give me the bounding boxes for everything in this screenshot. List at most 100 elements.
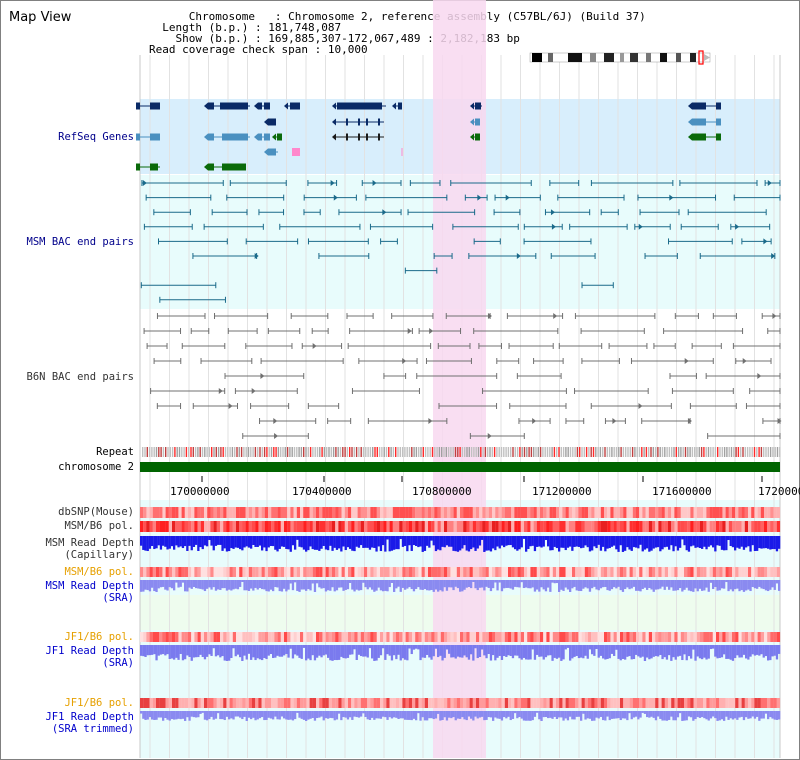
msm-bac-pair [741, 238, 772, 245]
refseq-gene [284, 102, 300, 110]
jf1-read-depth-sra-label: JF1 Read Depth [45, 645, 134, 657]
msm-bac-pair [145, 194, 212, 201]
msm-bac-pair [764, 180, 781, 186]
b6n-bac-pair [671, 388, 734, 394]
ideogram-band [532, 53, 542, 62]
msm-bac-pair [307, 180, 338, 186]
b6n-bac-pair [689, 403, 737, 409]
b6n-bac-pair [705, 373, 781, 379]
refseq-gene [204, 163, 246, 171]
info-coverage: Read coverage check span : 10,000 [149, 43, 368, 56]
refseq-gene [332, 133, 384, 141]
refseq-gene [254, 102, 270, 110]
msm-b6-pol-sra-track [140, 567, 781, 577]
highlight-region [433, 0, 486, 758]
b6n-bac-pair [506, 313, 564, 319]
b6n-bac-pair [250, 403, 290, 409]
refseq-gene [204, 133, 250, 141]
b6n-bac-pair [509, 403, 567, 409]
msm-b6-pol-track [140, 521, 781, 532]
axis-tick-label: 170800000 [412, 485, 472, 498]
msm-bac-pair [433, 253, 453, 259]
jf1-b6-pol-trimmed-label: JF1/B6 pol. [64, 697, 134, 709]
chromosome-ideogram [529, 50, 711, 65]
b6n-bac-pair [259, 418, 317, 424]
msm-bac-pair [211, 209, 248, 216]
ideogram-band [646, 53, 651, 62]
b6n-bac-pair [653, 343, 676, 349]
b6n-bac-pair [153, 358, 182, 364]
msm-bac-pair [549, 180, 580, 186]
refseq-gene [332, 118, 384, 126]
ideogram-band [690, 53, 696, 62]
b6n-bac-pair [590, 403, 672, 409]
msm-bac-label[interactable]: MSM BAC end pairs [26, 236, 134, 248]
msm-bac-pair [404, 267, 438, 274]
b6n-bac-pair [749, 388, 781, 394]
refseq-gene [264, 148, 278, 156]
b6n-bac-pair [234, 388, 298, 394]
msm-bac-pair [158, 238, 228, 245]
refseq-gene [136, 163, 160, 171]
msm-bac-pair [452, 223, 519, 230]
msm-bac-pair [279, 223, 361, 230]
b6n-bac-pair [496, 358, 520, 364]
b6n-bac-pair [391, 313, 434, 319]
msm-bac-pair [229, 180, 287, 186]
b6n-bac-pair [473, 328, 559, 334]
b6n-bac-pair [156, 403, 182, 409]
position-axis: 170000000 170400000 170800000 171200000 1716… [170, 476, 800, 498]
msm-bac-pair [639, 209, 680, 216]
msm-bac-pair [523, 238, 592, 245]
msm-bac-pair [369, 223, 434, 230]
refseq-gene [204, 102, 250, 110]
b6n-bac-pair [327, 418, 352, 424]
b6n-bac-pair [565, 418, 585, 424]
refseq-gene [254, 133, 270, 141]
ideogram-band [620, 53, 624, 62]
b6n-bac-pair [227, 328, 258, 334]
dbsnp-label: dbSNP(Mouse) [58, 506, 134, 518]
msm-bac-pair [544, 209, 591, 216]
msm-bac-pair [409, 180, 441, 186]
b6n-bac-pair [156, 313, 206, 319]
b6n-bac-pair [469, 433, 525, 439]
b6n-bac-pair [580, 328, 645, 334]
msm-bac-pair [687, 209, 767, 216]
b6n-bac-pair [301, 343, 343, 349]
ideogram-arrow [704, 54, 710, 61]
ideogram-band [604, 53, 614, 62]
axis-tick-label: 170400000 [292, 485, 352, 498]
refseq-gene [136, 102, 160, 110]
msm-bac-pair [637, 194, 717, 201]
ideogram-band [590, 53, 596, 62]
msm-bac-pair [338, 209, 402, 216]
msm-sra-sublabel: (SRA) [102, 592, 134, 604]
msm-bac-pair [493, 209, 521, 216]
b6n-bac-pair [192, 403, 238, 409]
b6n-bac-pair [761, 313, 781, 319]
jf1-read-depth-trimmed-label: JF1 Read Depth [45, 711, 134, 723]
b6n-bac-pair [224, 373, 305, 379]
msm-bac-pair [644, 253, 678, 259]
b6n-bac-pair [349, 328, 413, 334]
b6n-bac-pair [346, 313, 374, 319]
chromosome-label: chromosome 2 [58, 461, 134, 473]
ideogram-band [660, 53, 667, 62]
refseq-gene [332, 102, 386, 110]
b6n-bac-pair [146, 343, 168, 349]
b6n-bac-pair [482, 388, 567, 394]
jf1-sra-sublabel: (SRA) [102, 657, 134, 669]
axis-tick-label: 171600000 [652, 485, 712, 498]
msm-bac-pair [680, 223, 719, 230]
msm-bac-pair [365, 194, 448, 201]
ideogram-band [630, 53, 638, 62]
refseq-genes-label[interactable]: RefSeq Genes [58, 131, 134, 143]
refseq-gene [470, 133, 480, 141]
b6n-bac-label[interactable]: B6N BAC end pairs [26, 371, 134, 383]
b6n-bac-pair [438, 403, 498, 409]
highlight-band [433, 0, 486, 758]
msm-bac-pair [523, 223, 563, 230]
ideogram-band [548, 53, 553, 62]
